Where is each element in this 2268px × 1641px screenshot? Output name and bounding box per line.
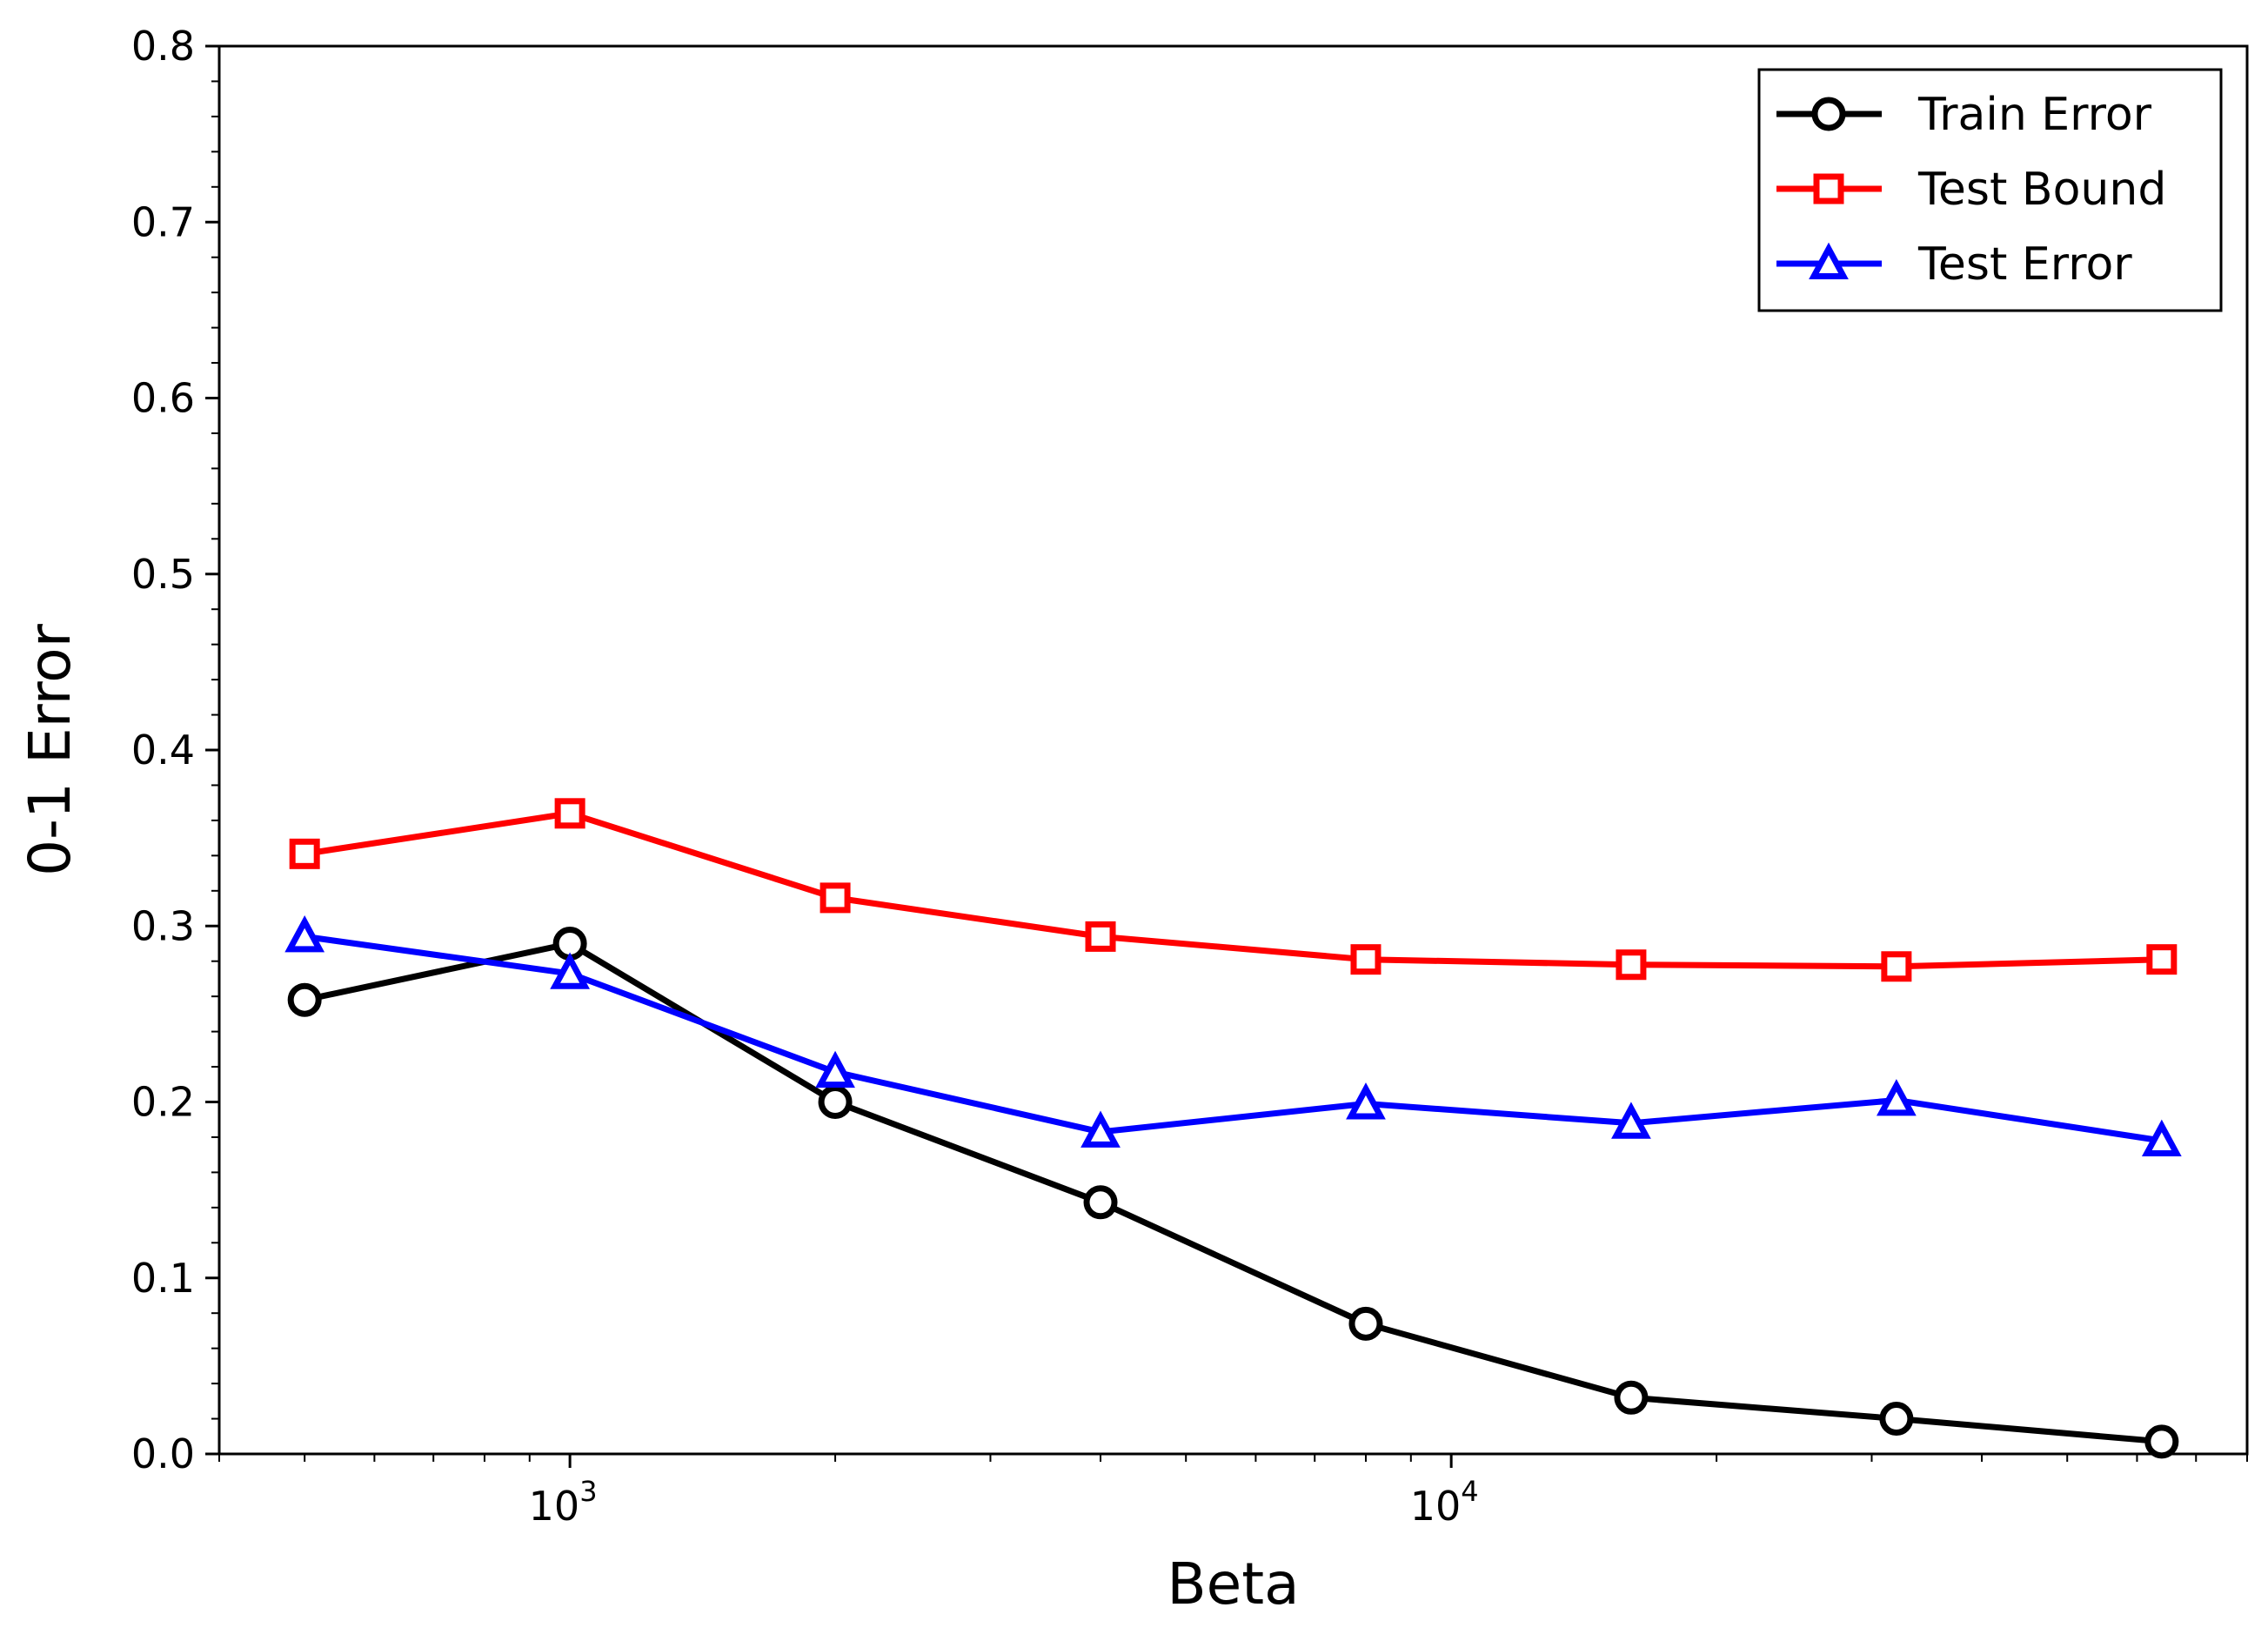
- data-point: [1616, 949, 1647, 981]
- y-tick-label: 0.4: [131, 727, 195, 774]
- x-tick-label: 103: [529, 1475, 598, 1530]
- y-axis-label: 0-1 Error: [17, 623, 84, 876]
- series-line: [304, 933, 2163, 1144]
- data-point: [815, 1050, 855, 1088]
- y-tick-label: 0.3: [131, 902, 195, 949]
- data-point: [1346, 1082, 1386, 1120]
- data-point: [289, 838, 320, 869]
- y-tick-label: 0.0: [131, 1430, 195, 1477]
- legend-entry: Test Error: [1776, 238, 2132, 291]
- data-point: [1881, 951, 1912, 982]
- series-1: [287, 926, 2179, 1459]
- data-point: [2144, 1424, 2179, 1459]
- data-point: [1085, 921, 1116, 952]
- y-tick-label: 0.6: [131, 375, 195, 422]
- x-tick-exponent: 4: [1461, 1475, 1478, 1508]
- series-2: [289, 798, 2178, 982]
- x-tick-base: 10: [1410, 1483, 1462, 1530]
- legend: Train Error Test Bound Test Error: [1757, 68, 2223, 312]
- series-3: [284, 915, 2182, 1156]
- x-axis-label: Beta: [1167, 1551, 1299, 1618]
- x-tick-label: 104: [1410, 1475, 1479, 1530]
- data-point: [550, 952, 590, 989]
- data-point: [1877, 1079, 1917, 1116]
- data-point: [1879, 1402, 1914, 1437]
- data-point: [554, 798, 585, 829]
- data-point: [1350, 944, 1382, 975]
- y-tick-label: 0.2: [131, 1079, 195, 1126]
- data-point: [1614, 1380, 1649, 1415]
- series-line: [304, 810, 2162, 970]
- plot-area: [284, 798, 2182, 1459]
- legend-entry: Train Error: [1776, 89, 2152, 141]
- series-line: [304, 941, 2163, 1445]
- data-point: [287, 982, 322, 1017]
- data-point: [1080, 1110, 1121, 1148]
- data-point: [1611, 1102, 1651, 1139]
- legend-entry: Test Bound: [1776, 164, 2166, 216]
- data-point: [284, 915, 325, 953]
- legend-label: Test Bound: [1917, 164, 2166, 216]
- y-tick-label: 0.7: [131, 198, 195, 245]
- data-point: [1348, 1306, 1383, 1341]
- data-point: [1083, 1185, 1118, 1220]
- legend-marker: [1811, 97, 1846, 131]
- y-tick-label: 0.8: [131, 23, 195, 70]
- legend-marker: [1809, 242, 1849, 279]
- y-tick-label: 0.5: [131, 551, 195, 598]
- legend-label: Train Error: [1917, 89, 2152, 141]
- x-tick-base: 10: [529, 1483, 580, 1530]
- legend-label: Test Error: [1917, 238, 2132, 291]
- data-point: [2146, 944, 2178, 975]
- y-tick-label: 0.1: [131, 1255, 195, 1302]
- legend-marker: [1813, 173, 1844, 204]
- data-point: [820, 882, 851, 914]
- data-point: [2141, 1119, 2182, 1156]
- data-point: [818, 1085, 853, 1119]
- x-tick-exponent: 3: [579, 1475, 597, 1508]
